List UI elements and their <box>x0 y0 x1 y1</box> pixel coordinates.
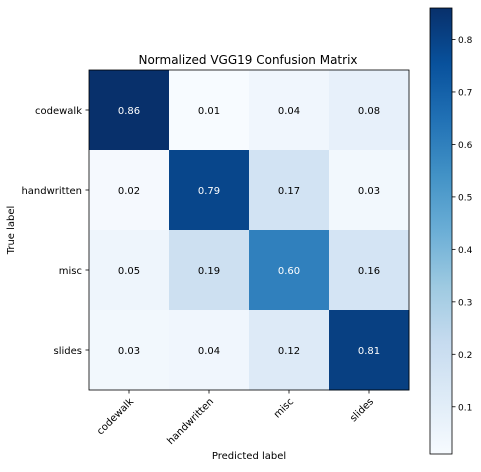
cell-value-label: 0.03 <box>118 346 140 357</box>
colorbar-tick-label: 0.8 <box>458 36 473 46</box>
colorbar-tick-label: 0.1 <box>458 403 472 413</box>
heatmap-cell <box>169 150 250 231</box>
cell-value-label: 0.86 <box>118 106 140 117</box>
cell-value-label: 0.12 <box>278 346 300 357</box>
colorbar-tick-label: 0.3 <box>458 298 472 308</box>
y-tick-label: misc <box>59 266 82 277</box>
x-axis-label: Predicted label <box>212 451 286 462</box>
cell-value-label: 0.16 <box>358 266 380 277</box>
cell-value-label: 0.81 <box>358 346 380 357</box>
heatmap-cell <box>169 70 250 151</box>
heatmap-cell <box>329 150 410 231</box>
cell-value-label: 0.01 <box>198 106 220 117</box>
heatmap-cell <box>249 310 330 391</box>
y-tick-label: slides <box>54 346 82 357</box>
plot-frame <box>88 69 410 391</box>
heatmap-cell <box>89 70 170 151</box>
chart-title: Normalized VGG19 Confusion Matrix <box>138 53 357 67</box>
cell-value-label: 0.19 <box>198 266 220 277</box>
colorbar-tick-label: 0.7 <box>458 88 472 98</box>
heatmap-cell <box>169 230 250 311</box>
heatmap-cells <box>89 70 410 391</box>
colorbar-tick-label: 0.2 <box>458 351 472 361</box>
heatmap-cell <box>249 230 330 311</box>
cell-value-label: 0.04 <box>198 346 220 357</box>
heatmap-cell <box>89 310 170 391</box>
cell-value-labels: 0.86 0.01 0.04 0.08 0.02 0.79 0.17 0.03 0.05 0.19… <box>118 106 380 357</box>
colorbar-tick-label: 0.4 <box>458 246 473 256</box>
y-axis-ticks: codewalk handwritten misc slides <box>21 106 89 357</box>
cell-value-label: 0.02 <box>118 186 140 197</box>
cell-value-label: 0.05 <box>118 266 140 277</box>
cell-value-label: 0.04 <box>278 106 300 117</box>
x-axis-ticks: codewalk handwritten misc slides <box>95 390 376 447</box>
x-tick-label: handwritten <box>166 396 217 447</box>
heatmap-cell <box>89 150 170 231</box>
y-axis-label: True label <box>6 206 17 256</box>
colorbar <box>429 7 453 455</box>
heatmap-cell <box>329 310 410 391</box>
colorbar-ticks: 0.1 0.2 0.3 0.4 0.5 0.6 0.7 0.8 <box>452 36 473 413</box>
cell-value-label: 0.08 <box>358 106 380 117</box>
heatmap-cell <box>249 70 330 151</box>
colorbar-tick-label: 0.5 <box>458 193 472 203</box>
cell-value-label: 0.60 <box>278 266 300 277</box>
cell-value-label: 0.17 <box>278 186 300 197</box>
y-tick-label: handwritten <box>21 186 82 197</box>
x-tick-label: slides <box>348 396 376 424</box>
heatmap-cell <box>89 230 170 311</box>
cell-value-label: 0.79 <box>198 186 220 197</box>
y-tick-label: codewalk <box>35 106 82 117</box>
colorbar-tick-label: 0.6 <box>458 141 473 151</box>
heatmap-cell <box>329 230 410 311</box>
heatmap-cell <box>169 310 250 391</box>
cell-value-label: 0.03 <box>358 186 380 197</box>
heatmap-cell <box>329 70 410 151</box>
x-tick-label: codewalk <box>95 396 136 437</box>
x-tick-label: misc <box>272 396 296 420</box>
heatmap-cell <box>249 150 330 231</box>
